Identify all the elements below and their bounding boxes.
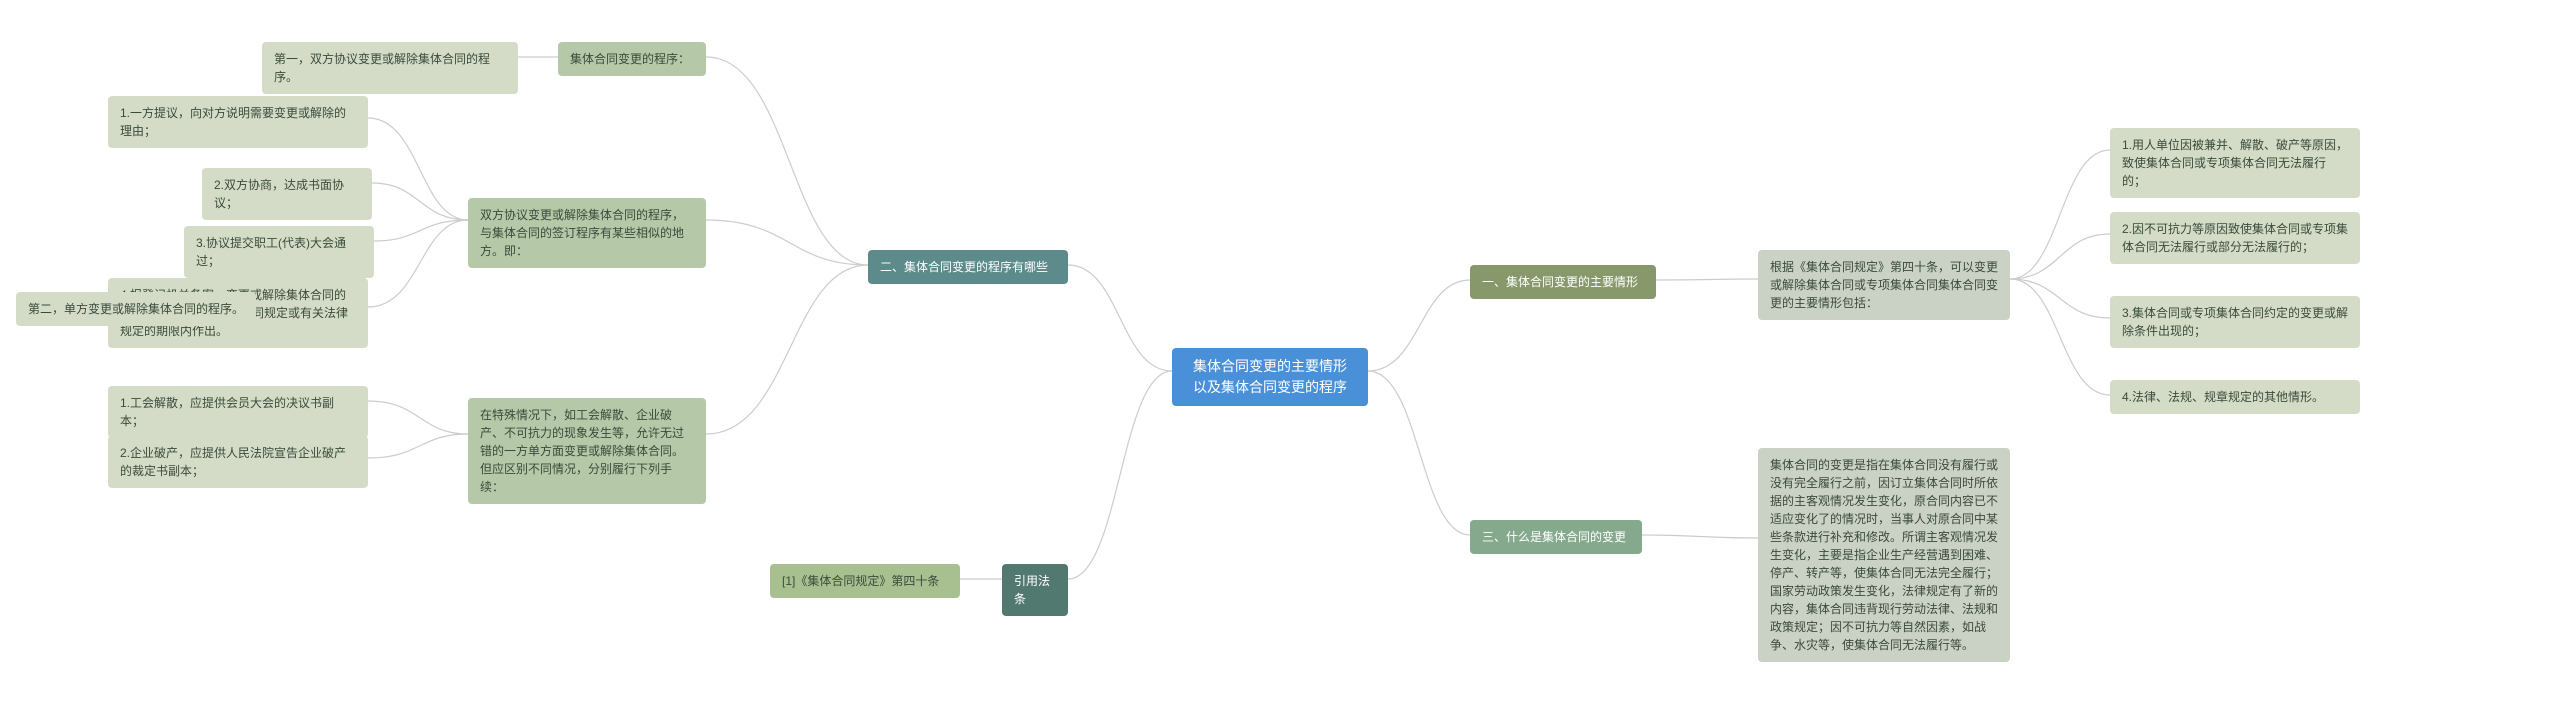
branch-2-c2[interactable]: 双方协议变更或解除集体合同的程序，与集体合同的签订程序有某些相似的地方。即：: [468, 198, 706, 268]
branch-1-leaf-1[interactable]: 1.用人单位因被兼并、解散、破产等原因，致使集体合同或专项集体合同无法履行的；: [2110, 128, 2360, 198]
root-node[interactable]: 集体合同变更的主要情形以及集体合同变更的程序: [1172, 348, 1368, 406]
branch-2-c1-l1[interactable]: 第一，双方协议变更或解除集体合同的程序。: [262, 42, 518, 94]
cite-branch[interactable]: 引用法条: [1002, 564, 1068, 616]
branch-2-c2-l2[interactable]: 2.双方协商，达成书面协议；: [202, 168, 372, 220]
branch-2[interactable]: 二、集体合同变更的程序有哪些: [868, 250, 1068, 284]
branch-2-c3-l2[interactable]: 2.企业破产，应提供人民法院宣告企业破产的裁定书副本；: [108, 436, 368, 488]
branch-2-c2-l3[interactable]: 3.协议提交职工(代表)大会通过；: [184, 226, 374, 278]
branch-2-c2-l4-extra[interactable]: 第二，单方变更或解除集体合同的程序。: [16, 292, 256, 326]
branch-1-leaf-2[interactable]: 2.因不可抗力等原因致使集体合同或专项集体合同无法履行或部分无法履行的；: [2110, 212, 2360, 264]
branch-1[interactable]: 一、集体合同变更的主要情形: [1470, 265, 1656, 299]
branch-1-leaf-4[interactable]: 4.法律、法规、规章规定的其他情形。: [2110, 380, 2360, 414]
branch-3-desc[interactable]: 集体合同的变更是指在集体合同没有履行或没有完全履行之前，因订立集体合同时所依据的…: [1758, 448, 2010, 662]
cite-ref[interactable]: [1]《集体合同规定》第四十条: [770, 564, 960, 598]
branch-1-leaf-3[interactable]: 3.集体合同或专项集体合同约定的变更或解除条件出现的；: [2110, 296, 2360, 348]
branch-3[interactable]: 三、什么是集体合同的变更: [1470, 520, 1642, 554]
branch-2-c2-l1[interactable]: 1.一方提议，向对方说明需要变更或解除的理由；: [108, 96, 368, 148]
branch-2-c3-l1[interactable]: 1.工会解散，应提供会员大会的决议书副本；: [108, 386, 368, 438]
branch-2-c1[interactable]: 集体合同变更的程序：: [558, 42, 706, 76]
branch-1-desc[interactable]: 根据《集体合同规定》第四十条，可以变更或解除集体合同或专项集体合同集体合同变更的…: [1758, 250, 2010, 320]
branch-2-c3[interactable]: 在特殊情况下，如工会解散、企业破产、不可抗力的现象发生等，允许无过错的一方单方面…: [468, 398, 706, 504]
